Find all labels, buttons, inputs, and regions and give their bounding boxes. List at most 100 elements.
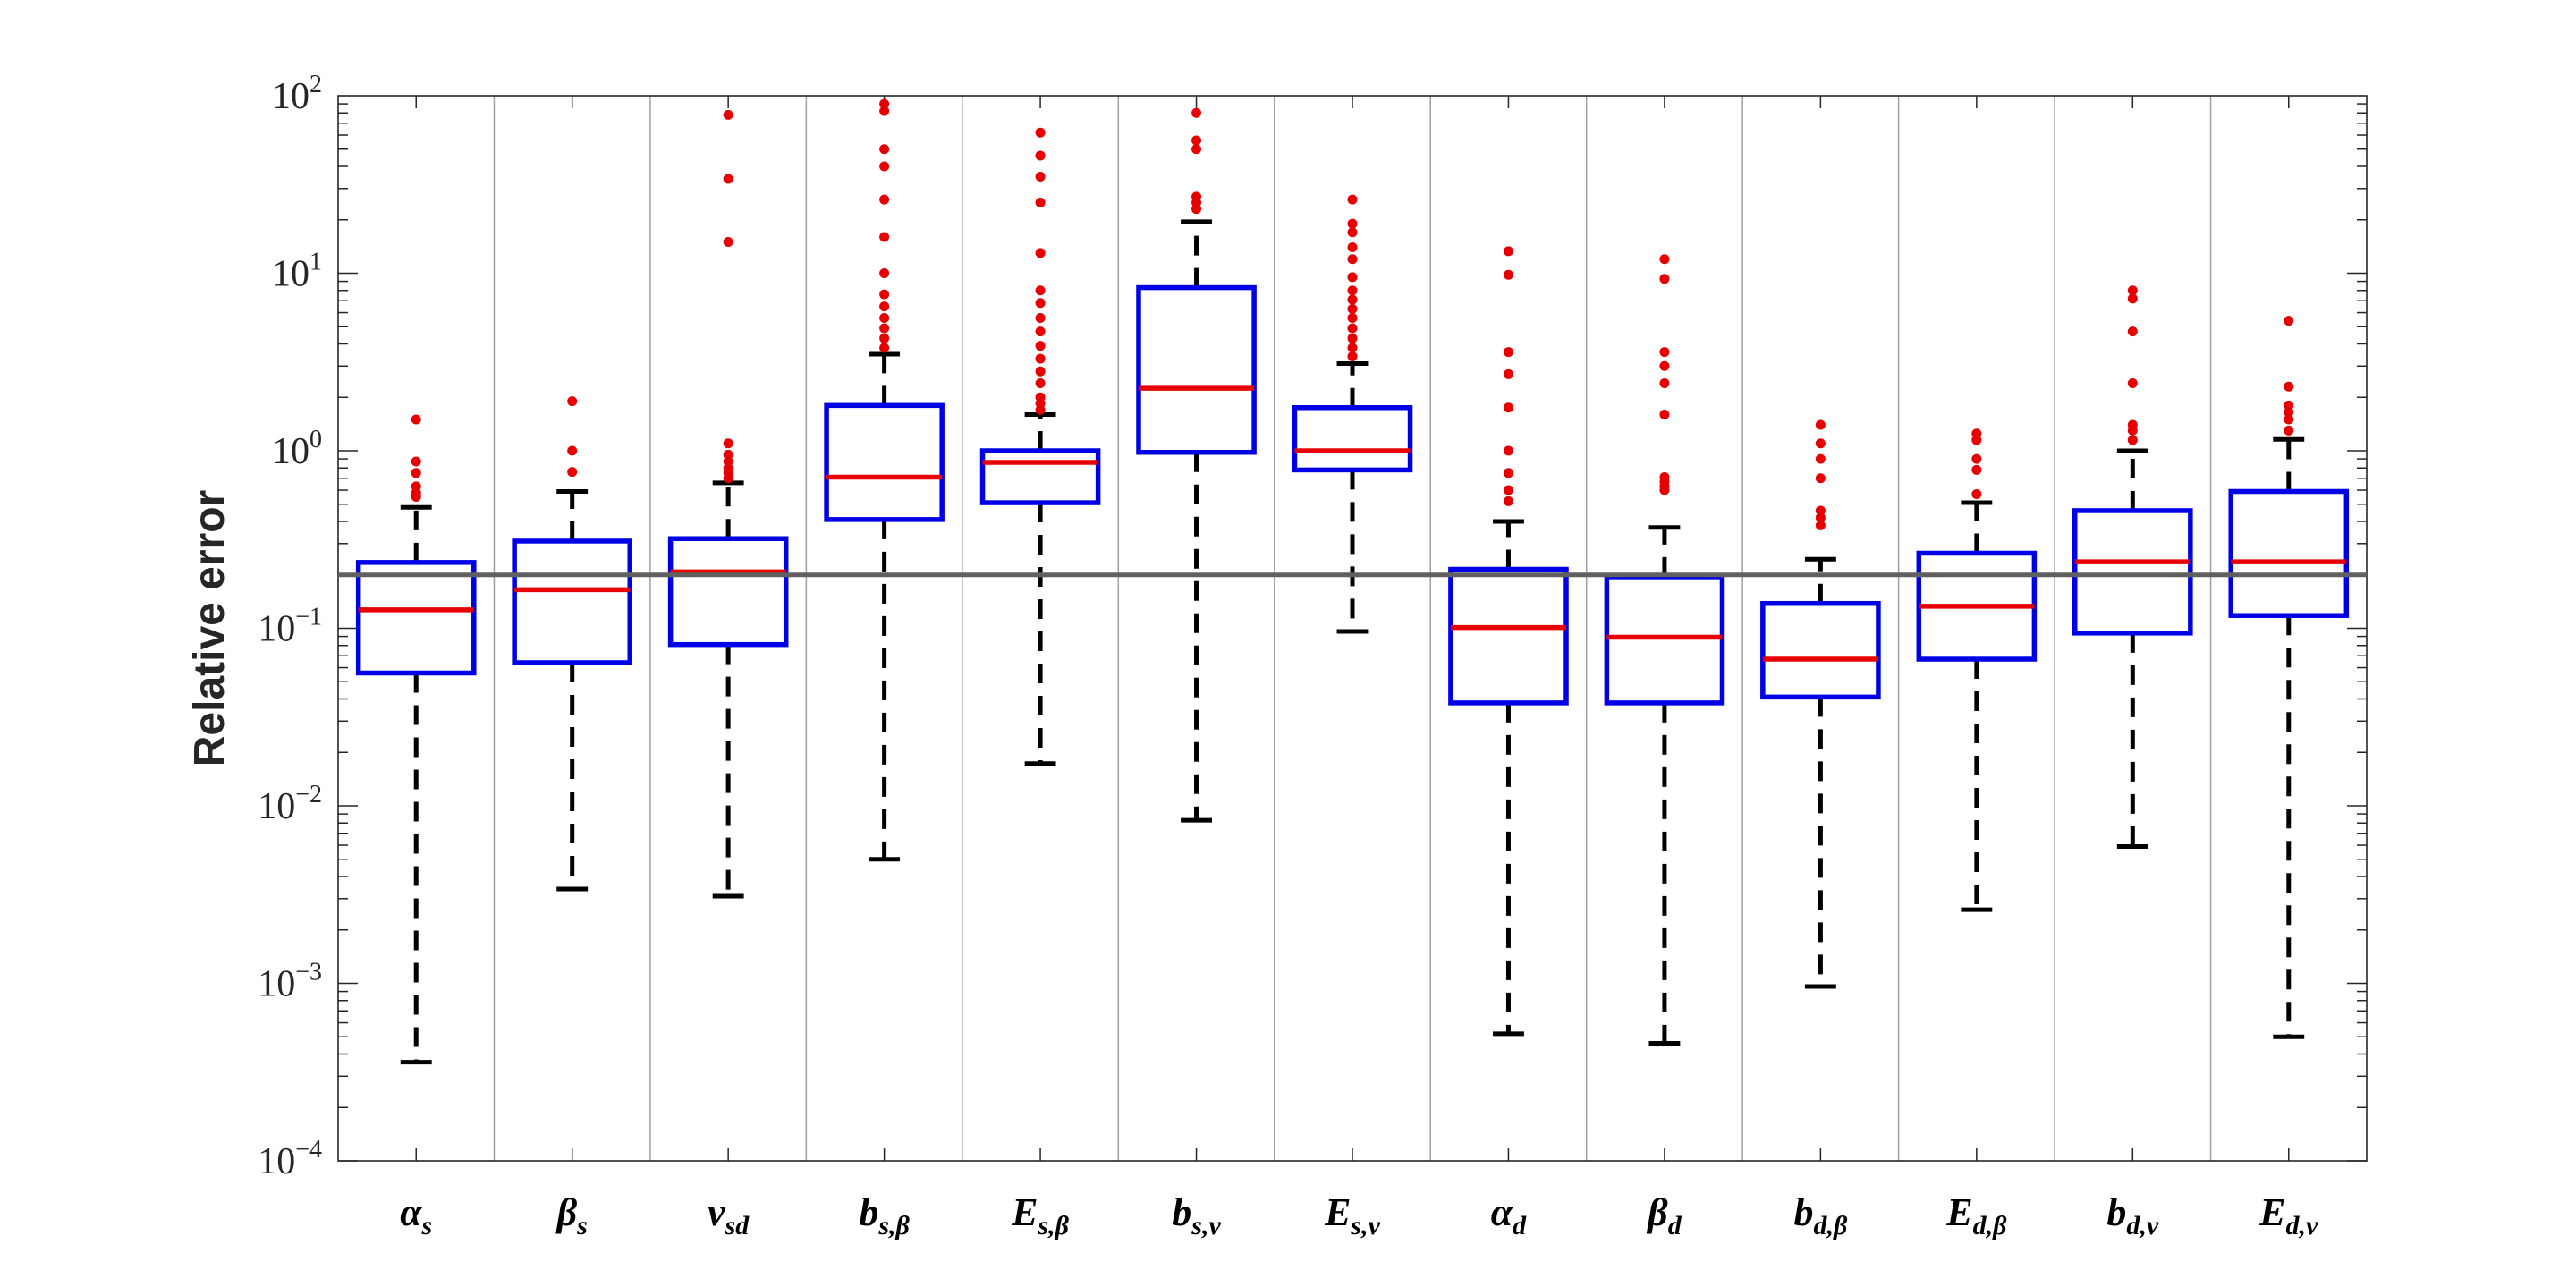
- box-group: [1916, 428, 2038, 912]
- y-axis-label: Relative error: [186, 490, 233, 767]
- x-tick-subscript: s,ν: [1350, 1211, 1380, 1240]
- outlier-point: [1347, 323, 1358, 334]
- outlier-point: [1503, 246, 1513, 257]
- y-tick-exponent: −1: [295, 604, 322, 631]
- y-tick-exponent: 1: [309, 249, 322, 276]
- outlier-point: [2127, 326, 2138, 337]
- y-tick-exponent: −2: [295, 781, 322, 809]
- x-tick-subscript: s,β: [1037, 1211, 1069, 1240]
- outlier-point: [1503, 402, 1513, 413]
- outlier-point: [879, 323, 890, 334]
- outlier-point: [1191, 135, 1202, 146]
- outlier-point: [1347, 254, 1358, 265]
- iqr-box: [2228, 488, 2350, 618]
- y-tick-exponent: 2: [309, 71, 322, 98]
- iqr-box: [667, 536, 789, 648]
- outlier-point: [567, 467, 578, 478]
- x-tick-subscript: sd: [724, 1211, 750, 1240]
- x-tick-label: αd: [1491, 1190, 1527, 1240]
- x-tick-label: Ed,ν: [2258, 1190, 2318, 1240]
- outlier-point: [2127, 378, 2138, 389]
- x-tick-subscript: s,ν: [1191, 1211, 1221, 1240]
- outlier-point: [2284, 381, 2294, 392]
- outlier-point: [2127, 419, 2138, 430]
- outlier-point: [1659, 378, 1670, 389]
- x-tick-subscript: d,ν: [2286, 1211, 2319, 1240]
- x-tick-label: Es,β: [1011, 1190, 1070, 1240]
- box-group: [2228, 316, 2350, 1039]
- x-tick-subscript: s: [421, 1211, 433, 1240]
- outlier-point: [1815, 512, 1826, 523]
- x-tick-main: b: [859, 1190, 878, 1234]
- outlier-point: [1659, 409, 1670, 419]
- outlier-point: [879, 301, 890, 312]
- box-group: [824, 98, 945, 862]
- outlier-point: [1347, 285, 1358, 296]
- x-tick-main: α: [1491, 1190, 1513, 1234]
- axes-frame-rect: [337, 95, 2368, 1162]
- outlier-point: [879, 343, 890, 353]
- outlier-point: [879, 106, 890, 116]
- outlier-point: [1191, 107, 1202, 118]
- outlier-point: [1659, 360, 1670, 371]
- x-tick-main: β: [1646, 1190, 1668, 1234]
- outlier-point: [879, 194, 890, 205]
- x-tick-label: Es,ν: [1324, 1190, 1381, 1240]
- outlier-point: [1815, 438, 1826, 449]
- outlier-point: [2127, 435, 2138, 445]
- x-tick-main: β: [555, 1190, 578, 1234]
- outlier-point: [1971, 464, 1982, 475]
- x-tick-main: b: [1172, 1190, 1191, 1234]
- outlier-point: [1347, 312, 1358, 323]
- y-tick-label: 10−2: [258, 781, 322, 827]
- y-tick-exponent: −4: [295, 1136, 322, 1164]
- y-tick-base: 10: [258, 1141, 295, 1182]
- outlier-point: [1191, 144, 1202, 155]
- outlier-point: [879, 98, 890, 109]
- box-group: [2072, 285, 2193, 849]
- outlier-point: [879, 312, 890, 323]
- outlier-point: [723, 109, 733, 120]
- x-tick-main: b: [1793, 1190, 1813, 1234]
- outlier-point: [567, 445, 578, 456]
- outlier-point: [1815, 419, 1826, 430]
- iqr-box: [1292, 405, 1413, 473]
- outlier-point: [2127, 293, 2138, 304]
- outlier-point: [1035, 248, 1046, 258]
- x-tick-label: bd,ν: [2106, 1190, 2159, 1240]
- outlier-point: [2284, 316, 2294, 326]
- x-tick-main: E: [1011, 1190, 1038, 1234]
- outlier-point: [1503, 468, 1513, 478]
- box-group: [979, 127, 1101, 766]
- y-tick-base: 10: [272, 254, 309, 295]
- y-tick-label: 10−3: [258, 959, 322, 1005]
- outlier-point: [1347, 227, 1358, 238]
- x-tick-subscript: d,β: [1973, 1211, 2008, 1240]
- outlier-point: [879, 333, 890, 343]
- box-group: [1760, 419, 1881, 989]
- outlier-point: [2284, 425, 2294, 436]
- outlier-point: [1659, 472, 1670, 483]
- minor-ticks: [338, 96, 2367, 1162]
- outlier-point: [1503, 347, 1513, 358]
- outlier-point: [1347, 241, 1358, 252]
- outlier-point: [1971, 488, 1982, 499]
- outlier-point: [723, 174, 733, 184]
- iqr-box: [824, 402, 945, 522]
- outlier-point: [411, 456, 421, 467]
- y-tick-base: 10: [258, 609, 295, 650]
- outlier-point: [1347, 218, 1358, 229]
- x-tick-main: E: [2258, 1190, 2285, 1234]
- outlier-point: [879, 289, 890, 300]
- x-tick-main: α: [400, 1190, 422, 1234]
- y-tick-base: 10: [258, 964, 295, 1005]
- outlier-point: [1035, 326, 1046, 337]
- outlier-point: [1347, 294, 1358, 305]
- outlier-point: [723, 449, 733, 460]
- outlier-point: [879, 144, 890, 155]
- x-tick-label: bs,β: [859, 1190, 910, 1240]
- outlier-point: [879, 232, 890, 242]
- iqr-box: [2072, 508, 2193, 636]
- y-tick-label: 100: [272, 426, 322, 472]
- outlier-point: [1815, 473, 1826, 484]
